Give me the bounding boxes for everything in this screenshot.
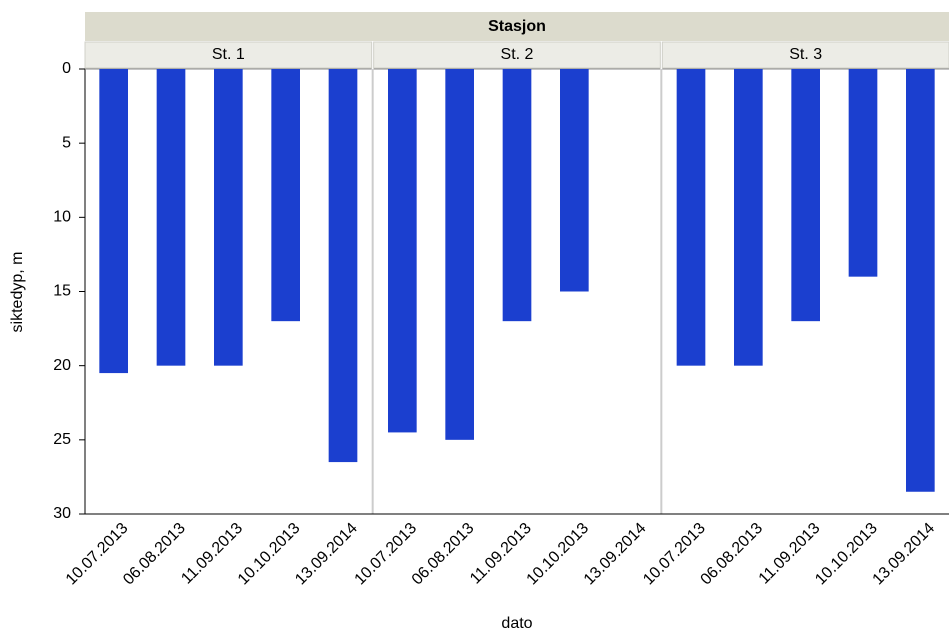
facet-strip — [84, 41, 373, 69]
facet-label: St. 3 — [789, 46, 822, 63]
y-tick-label: 5 — [62, 134, 71, 151]
bar — [906, 69, 935, 492]
bar — [848, 69, 878, 277]
bar — [791, 69, 820, 322]
x-tick-label: 06.08.2013 — [120, 520, 189, 589]
bar — [271, 69, 300, 322]
facet-label: St. 1 — [212, 46, 245, 63]
y-tick-label: 10 — [53, 209, 71, 226]
y-tick-label: 25 — [53, 431, 71, 448]
facet-strip — [661, 41, 949, 69]
bar — [502, 69, 532, 322]
bar — [560, 69, 589, 292]
facet-title: Stasjon — [488, 18, 546, 35]
x-tick-label: 13.09.2014 — [581, 520, 650, 589]
x-tick-label: 06.08.2013 — [409, 520, 478, 589]
facet-label: St. 2 — [501, 46, 534, 63]
bar — [445, 69, 474, 440]
x-axis-label: dato — [501, 615, 532, 632]
facet-strip — [373, 41, 661, 69]
y-tick-label: 20 — [53, 357, 71, 374]
bar — [214, 69, 243, 366]
bar — [328, 69, 358, 463]
bar — [676, 69, 706, 366]
y-tick-label: 30 — [53, 505, 71, 522]
x-tick-label: 13.09.2014 — [292, 520, 361, 589]
y-axis-label: siktedyp, m — [9, 252, 26, 333]
bar — [734, 69, 763, 366]
bar — [99, 69, 128, 374]
x-tick-label: 13.09.2014 — [870, 520, 939, 589]
bar — [388, 69, 417, 433]
x-tick-label: 06.08.2013 — [698, 520, 767, 589]
y-tick-label: 15 — [53, 283, 71, 300]
facet-header — [85, 12, 949, 41]
y-tick-label: 0 — [62, 60, 71, 77]
bar — [156, 69, 186, 366]
